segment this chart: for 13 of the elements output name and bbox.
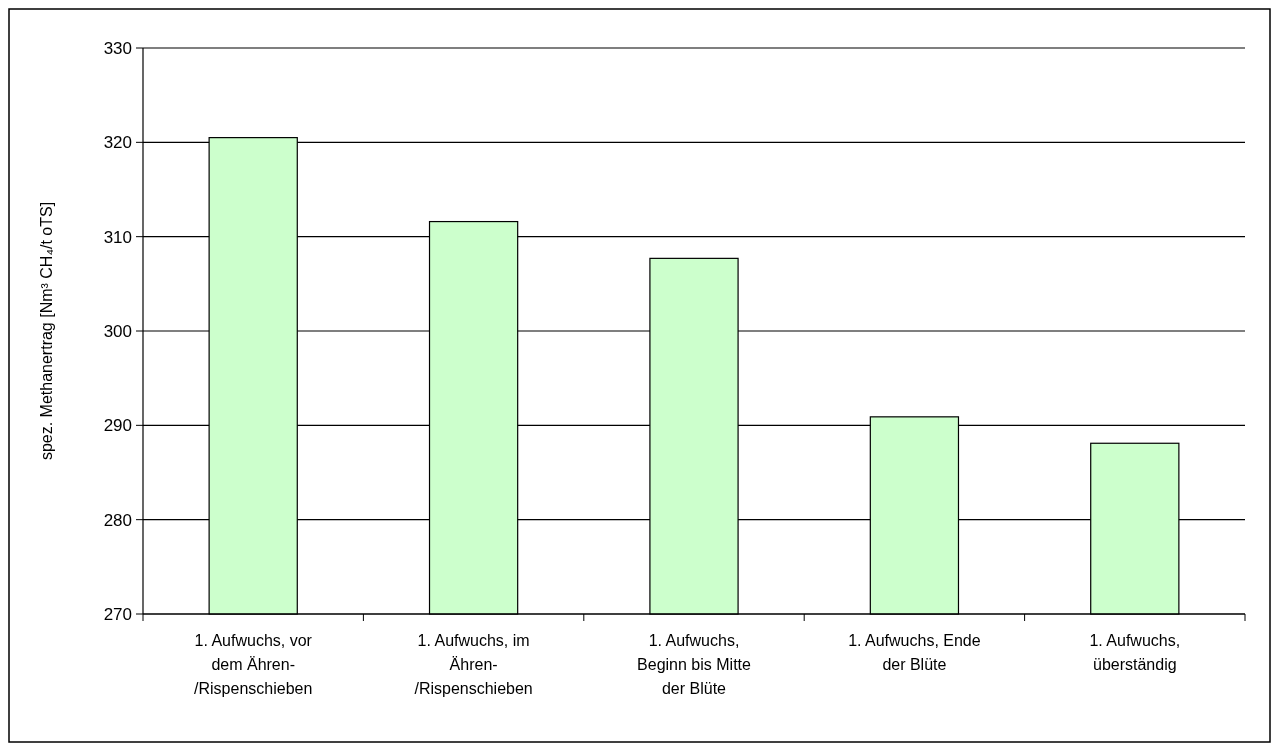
y-tick-label: 310 [103,227,132,247]
y-tick-label: 320 [103,133,132,153]
x-tick-label: 1. Aufwuchs, Ende der Blüte [848,632,981,673]
x-tick-label: 1. Aufwuchs, im Ähren- /Rispenschieben [414,632,533,697]
y-axis-title: spez. Methanertrag [Nm³ CH₄/t oTS] [38,201,55,461]
x-tick-label: 1. Aufwuchs, Beginn bis Mitte der Blüte [637,632,752,697]
x-tick-label: 1. Aufwuchs, überständig [1089,632,1181,673]
y-tick-label: 300 [103,321,132,341]
y-tick-label: 330 [103,38,132,58]
y-tick-label: 280 [103,510,132,530]
x-tick-label: 1. Aufwuchs, vor dem Ähren- /Rispenschieben [194,632,313,697]
y-tick-label: 270 [103,604,132,624]
y-tick-label: 290 [103,416,132,436]
